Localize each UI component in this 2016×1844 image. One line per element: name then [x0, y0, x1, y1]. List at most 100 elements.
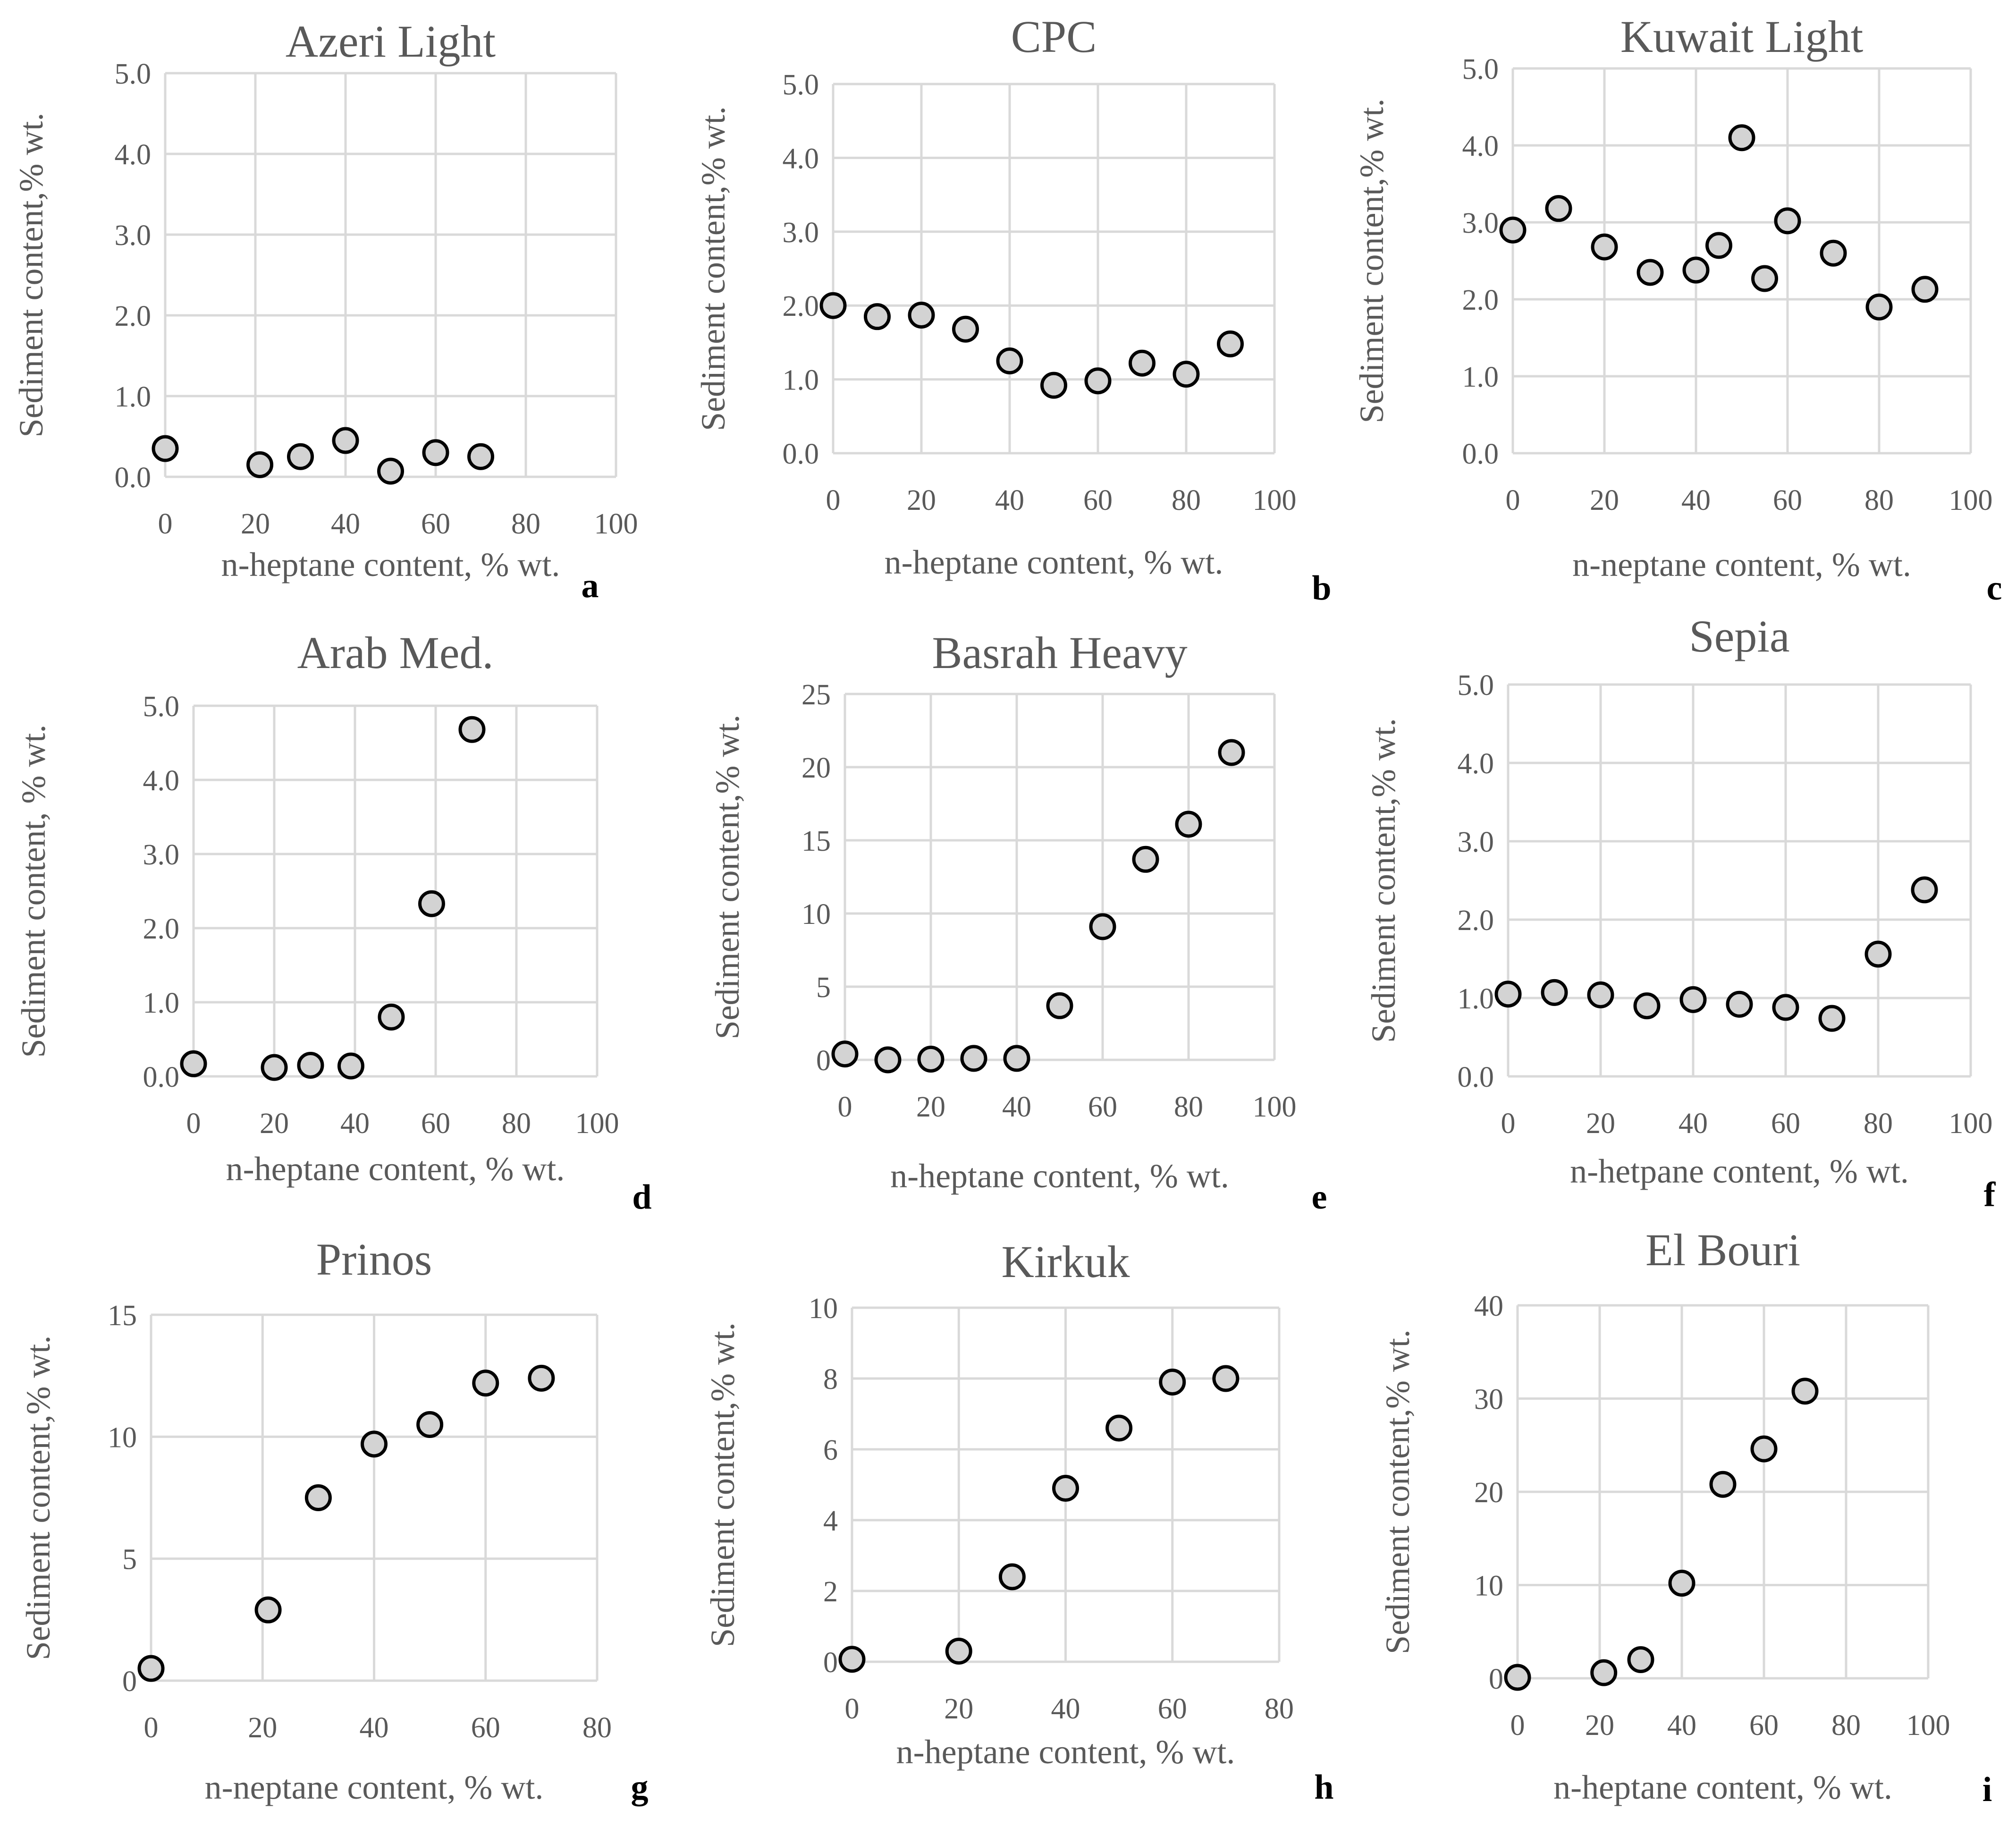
y-tick-label: 1.0 [783, 364, 819, 397]
y-tick-label: 3.0 [783, 217, 819, 249]
x-tick-label: 0 [1501, 1108, 1516, 1140]
y-tick-label: 0.0 [1462, 438, 1499, 470]
data-point [1750, 1435, 1778, 1463]
panel-letter: b [1312, 569, 1331, 608]
y-axis-label: Sediment content,% wt. [1379, 1329, 1417, 1654]
data-point [304, 1484, 332, 1511]
x-axis-label: n-heptane content, % wt. [896, 1733, 1235, 1771]
data-point [1633, 992, 1661, 1020]
y-tick-label: 3.0 [143, 839, 180, 871]
y-tick-label: 3.0 [1462, 207, 1499, 239]
y-tick-label: 4.0 [783, 143, 819, 175]
y-tick-label: 5.0 [1462, 53, 1499, 85]
data-point [1911, 276, 1939, 303]
data-point [1084, 367, 1112, 395]
data-point [1129, 349, 1156, 377]
data-point [528, 1364, 555, 1392]
chart-panel-i: 0 20 40 60 80 100 0 10 20 30 40 El Bouri n-heptane c… [1379, 1225, 1992, 1809]
y-tick-label: 1.0 [1458, 983, 1494, 1015]
y-tick-label: 0 [1489, 1663, 1503, 1695]
data-point [908, 302, 935, 329]
x-tick-label: 100 [1253, 484, 1297, 516]
x-tick-label: 80 [1864, 484, 1894, 516]
data-point [1820, 239, 1847, 267]
data-point [1504, 1664, 1531, 1691]
data-point [1040, 372, 1067, 399]
y-tick-label: 8 [823, 1363, 838, 1396]
chart-panel-a: 0 20 40 60 80 100 0.0 1.0 2.0 3.0 4.0 5.0 Azeri Ligh… [12, 16, 638, 605]
y-tick-label: 6 [823, 1434, 838, 1466]
y-tick-label: 4.0 [115, 139, 152, 171]
x-tick-label: 40 [340, 1108, 370, 1140]
x-tick-label: 100 [1253, 1091, 1297, 1123]
x-tick-label: 0 [186, 1108, 201, 1140]
data-point [246, 451, 274, 478]
y-tick-label: 2.0 [1462, 284, 1499, 316]
y-tick-label: 5.0 [1458, 669, 1494, 702]
data-point [137, 1655, 165, 1682]
y-tick-label: 25 [801, 679, 831, 711]
data-point [254, 1596, 282, 1624]
data-point [874, 1046, 902, 1074]
data-point [838, 1646, 866, 1673]
data-point [1751, 265, 1778, 292]
y-tick-label: 5.0 [783, 69, 819, 101]
x-tick-label: 100 [1949, 484, 1993, 516]
data-point [458, 716, 486, 743]
data-point [1212, 1365, 1240, 1392]
x-tick-label: 40 [1051, 1693, 1080, 1725]
y-tick-label: 0 [816, 1045, 831, 1077]
data-point [1172, 361, 1200, 388]
x-axis-label: n-neptane content, % wt. [1572, 546, 1911, 584]
x-tick-label: 20 [916, 1091, 945, 1123]
x-tick-label: 40 [1667, 1709, 1696, 1742]
x-tick-label: 40 [995, 484, 1024, 516]
y-tick-label: 0.0 [1458, 1061, 1494, 1093]
y-axis-label: Sediment content,% wt. [1353, 99, 1391, 423]
data-point [467, 443, 494, 470]
data-point [287, 443, 314, 470]
chart-title: Prinos [316, 1234, 432, 1285]
x-axis-label: n-neptane content, % wt. [205, 1768, 544, 1806]
chart-title: El Bouri [1645, 1225, 1800, 1275]
y-tick-label: 4 [823, 1505, 838, 1537]
x-tick-label: 20 [944, 1693, 973, 1725]
data-point [377, 457, 404, 485]
chart-panel-c: 0 20 40 60 80 100 0.0 1.0 2.0 3.0 4.0 5.0 Kuwait Lig… [1353, 11, 2002, 608]
y-axis-label: Sediment content,% wt. [694, 106, 732, 431]
data-point [864, 303, 891, 330]
y-tick-label: 4.0 [143, 765, 180, 797]
x-tick-label: 100 [1906, 1709, 1950, 1742]
x-tick-label: 40 [1679, 1108, 1708, 1140]
y-tick-label: 2.0 [783, 290, 819, 322]
data-point [1541, 979, 1568, 1006]
y-tick-label: 5 [122, 1544, 137, 1576]
x-tick-label: 100 [1949, 1108, 1993, 1140]
data-point [996, 347, 1023, 374]
chart-panel-h: 0 20 40 60 80 0 2 4 6 8 10 Kirkuk n-heptane content,… [704, 1236, 1334, 1807]
y-tick-label: 20 [1474, 1477, 1503, 1509]
x-tick-label: 40 [360, 1712, 389, 1744]
data-point [1818, 1005, 1846, 1032]
data-point [1864, 940, 1892, 968]
y-tick-label: 0.0 [115, 462, 152, 494]
x-tick-label: 20 [1586, 1108, 1615, 1140]
y-tick-label: 10 [1474, 1570, 1503, 1602]
data-point [297, 1051, 324, 1079]
data-point [1499, 216, 1527, 244]
y-axis-label: Sediment content,% wt. [704, 1322, 742, 1647]
data-point [1726, 990, 1753, 1018]
y-tick-label: 15 [108, 1300, 137, 1332]
y-tick-label: 10 [809, 1293, 838, 1325]
y-tick-label: 0.0 [783, 438, 819, 470]
x-tick-label: 0 [1510, 1709, 1525, 1742]
panel-letter: f [1984, 1176, 1996, 1214]
panel-letter: a [582, 567, 599, 605]
x-tick-label: 40 [331, 508, 360, 540]
data-point [472, 1370, 499, 1397]
data-point [416, 1411, 444, 1438]
x-tick-label: 60 [1158, 1693, 1187, 1725]
x-tick-label: 0 [1506, 484, 1520, 516]
data-point [1003, 1045, 1030, 1072]
